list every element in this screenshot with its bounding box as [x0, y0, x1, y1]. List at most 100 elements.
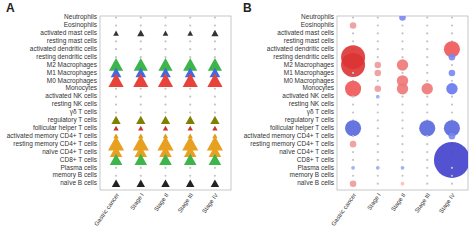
empty-dot [401, 151, 403, 153]
bubble-mark [350, 180, 357, 187]
triangle-mark [188, 126, 193, 131]
empty-dot [189, 16, 191, 18]
bubble-mark [419, 120, 435, 136]
bubble-mark [374, 62, 381, 69]
y-tick-label: activated mast cells [40, 29, 97, 36]
empty-dot [115, 167, 117, 169]
empty-dot [115, 103, 117, 105]
empty-dot [426, 64, 428, 66]
y-tick-label: resting memory CD4+ T cells [250, 140, 334, 148]
triangle-mark [211, 179, 219, 187]
triangle-mark [163, 31, 169, 36]
y-tick-label: activated dendritic cells [30, 45, 98, 52]
bubble-mark [397, 83, 408, 94]
empty-dot [401, 103, 403, 105]
empty-dot [426, 111, 428, 113]
y-tick-label: Eosinophils [64, 21, 98, 29]
empty-dot [189, 56, 191, 58]
empty-dot [426, 32, 428, 34]
panel-title: A [6, 1, 15, 15]
empty-dot [377, 143, 379, 145]
empty-dot [115, 96, 117, 98]
y-tick-label: Neutrophils [64, 13, 98, 21]
bubble-mark [374, 70, 381, 77]
empty-dot [401, 24, 403, 26]
y-tick-label: naïve B cells [60, 179, 98, 186]
empty-dot [451, 103, 453, 105]
empty-dot [140, 88, 142, 90]
plot-frame [100, 16, 231, 190]
triangle-mark [163, 126, 168, 131]
bubble-mark [351, 166, 355, 170]
empty-dot [426, 72, 428, 74]
empty-dot [451, 64, 453, 66]
y-tick-label: memory B cells [290, 171, 335, 179]
empty-dot [451, 167, 453, 169]
triangle-mark [137, 30, 144, 36]
y-tick-label: memory B cells [53, 171, 98, 179]
empty-dot [426, 175, 428, 177]
triangle-mark [159, 154, 172, 165]
y-tick-label: M0 Macrophages [47, 77, 98, 85]
empty-dot [214, 175, 216, 177]
empty-dot [189, 96, 191, 98]
x-tick-label: Stage IV [201, 192, 219, 214]
empty-dot [164, 175, 166, 177]
y-tick-label: resting NK cells [52, 100, 98, 108]
y-tick-label: regulatory T cells [285, 116, 335, 124]
empty-dot [189, 167, 191, 169]
empty-dot [352, 135, 354, 137]
empty-dot [189, 175, 191, 177]
triangle-mark [134, 154, 147, 165]
empty-dot [401, 143, 403, 145]
empty-dot [401, 56, 403, 58]
y-tick-label: γδ T cells [307, 108, 335, 116]
empty-dot [214, 167, 216, 169]
bubble-mark [422, 83, 433, 94]
y-tick-label: activated dendritic cells [267, 45, 335, 52]
empty-dot [377, 24, 379, 26]
empty-dot [377, 175, 379, 177]
triangle-mark [210, 116, 219, 124]
empty-dot [426, 135, 428, 137]
y-tick-label: activated memory CD4+ T cells [7, 132, 98, 140]
y-tick-label: resting NK cells [289, 100, 335, 108]
empty-dot [401, 48, 403, 50]
empty-dot [426, 159, 428, 161]
y-tick-label: Monocytes [303, 84, 335, 92]
y-tick-label: activated NK cells [282, 92, 334, 99]
empty-dot [451, 80, 453, 82]
bubble-mark [376, 95, 380, 99]
empty-dot [401, 40, 403, 42]
empty-dot [115, 175, 117, 177]
empty-dot [352, 72, 354, 74]
empty-dot [451, 32, 453, 34]
empty-dot [426, 48, 428, 50]
empty-dot [401, 32, 403, 34]
panel: BNeutrophilsEosinophilsactivated mast ce… [243, 1, 470, 227]
empty-dot [164, 103, 166, 105]
y-tick-label: naïve CD4+ T cells [42, 148, 98, 155]
bubble-mark [341, 53, 365, 77]
empty-dot [426, 143, 428, 145]
triangle-mark [212, 126, 217, 131]
empty-dot [451, 24, 453, 26]
y-tick-label: Plasma cells [61, 164, 98, 171]
empty-dot [377, 40, 379, 42]
y-tick-label: CD8+ T cells [297, 156, 335, 163]
triangle-mark [111, 116, 120, 124]
empty-dot [189, 88, 191, 90]
empty-dot [377, 127, 379, 129]
empty-dot [451, 111, 453, 113]
empty-dot [451, 96, 453, 98]
triangle-mark [110, 154, 123, 165]
y-tick-label: resting memory CD4+ T cells [13, 140, 97, 148]
empty-dot [426, 103, 428, 105]
y-tick-label: Eosinophils [301, 21, 335, 29]
y-tick-label: resting dendritic cells [36, 53, 97, 61]
empty-dot [426, 96, 428, 98]
y-tick-label: M2 Macrophages [284, 61, 335, 69]
empty-dot [164, 111, 166, 113]
empty-dot [451, 16, 453, 18]
empty-dot [140, 175, 142, 177]
